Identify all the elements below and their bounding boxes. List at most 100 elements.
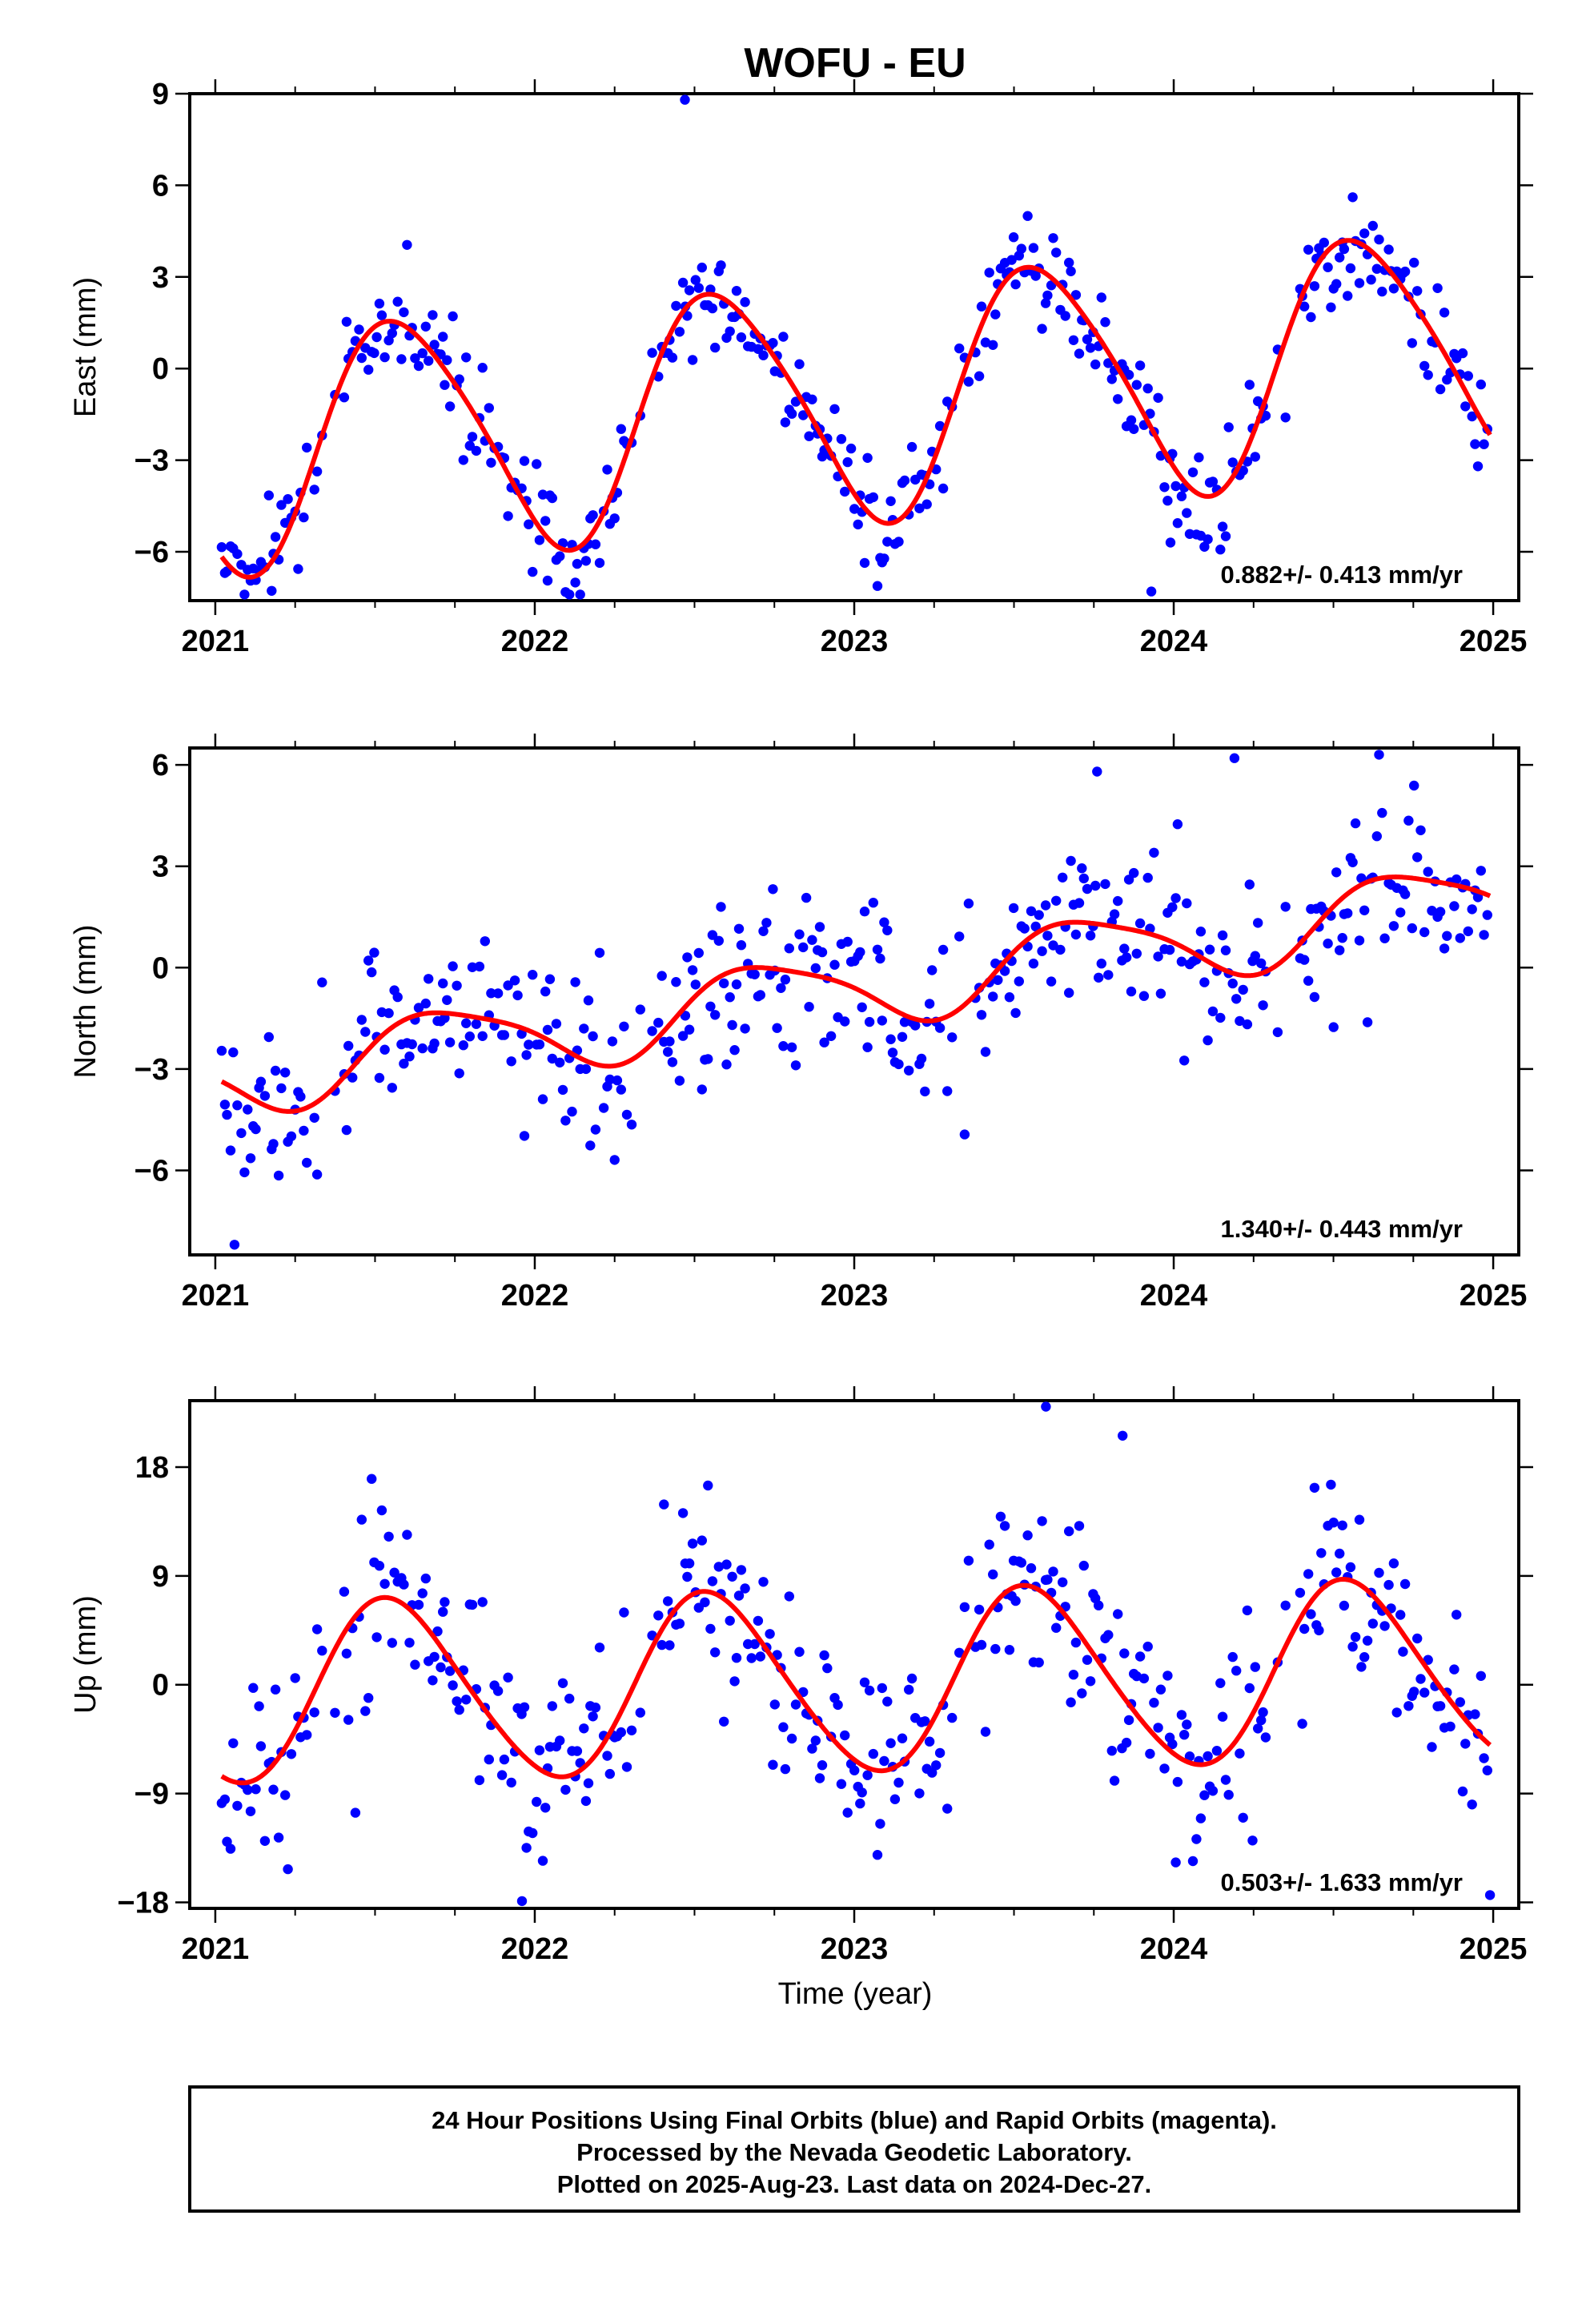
data-point xyxy=(619,1607,629,1618)
data-point xyxy=(1412,1633,1423,1644)
data-point xyxy=(761,918,772,928)
data-point xyxy=(988,340,998,350)
data-point xyxy=(1244,879,1255,890)
data-point xyxy=(1335,1548,1345,1559)
data-point xyxy=(1409,1687,1419,1697)
data-point xyxy=(857,1002,867,1013)
data-point xyxy=(503,980,513,991)
data-point xyxy=(1238,984,1248,995)
data-point xyxy=(528,1827,538,1839)
data-point xyxy=(1058,872,1068,883)
data-point xyxy=(1028,959,1039,969)
data-point xyxy=(1153,392,1163,403)
data-point xyxy=(959,1129,970,1140)
data-point xyxy=(1323,262,1333,272)
north-panel: 2021 2022 2023 2024 2025 −6 −3 0 3 6 North (mm) 1.3… xyxy=(69,734,1533,1313)
data-point xyxy=(575,589,585,600)
data-point xyxy=(1016,1558,1027,1568)
data-point xyxy=(976,1639,987,1651)
data-point xyxy=(963,899,974,909)
data-point xyxy=(842,456,853,468)
data-point xyxy=(1074,1521,1085,1531)
data-point xyxy=(387,1083,397,1093)
data-point xyxy=(1064,987,1074,998)
data-point xyxy=(1445,1721,1456,1732)
data-point xyxy=(1138,991,1150,1001)
data-point xyxy=(868,1748,879,1759)
data-point xyxy=(1215,1678,1226,1688)
data-point xyxy=(1119,943,1130,954)
data-point xyxy=(367,967,377,978)
data-point xyxy=(1388,1558,1399,1569)
data-point xyxy=(1170,1857,1181,1868)
data-point xyxy=(232,549,243,559)
data-point xyxy=(1078,1560,1090,1571)
y-axis-label: East (mm) xyxy=(69,277,102,417)
data-point xyxy=(1309,991,1320,1003)
data-point xyxy=(677,1031,689,1041)
x-tick-label: 2022 xyxy=(501,625,569,658)
data-point xyxy=(458,1040,468,1051)
data-point xyxy=(733,1590,745,1601)
data-point xyxy=(758,1577,769,1587)
data-point xyxy=(521,1050,532,1060)
data-point xyxy=(1170,480,1181,492)
x-tick-label: 2023 xyxy=(821,1932,889,1966)
data-point xyxy=(697,1084,707,1095)
data-point xyxy=(963,1555,974,1566)
data-point xyxy=(653,1610,664,1621)
data-point xyxy=(360,1027,371,1037)
data-point xyxy=(311,1624,323,1634)
data-point xyxy=(674,327,685,337)
data-point xyxy=(1383,244,1394,255)
data-point xyxy=(276,1083,287,1094)
data-point xyxy=(404,1051,415,1062)
data-point xyxy=(602,464,612,475)
data-point xyxy=(947,1032,958,1043)
data-point xyxy=(1339,243,1350,255)
data-point xyxy=(1470,439,1480,449)
data-point xyxy=(1103,1630,1114,1640)
data-point xyxy=(1242,1605,1253,1616)
data-point xyxy=(647,348,657,358)
data-point xyxy=(934,1023,946,1033)
data-point xyxy=(875,953,885,964)
data-point xyxy=(389,1567,400,1578)
data-point xyxy=(814,1773,825,1783)
data-point xyxy=(1194,452,1204,463)
data-point xyxy=(467,1599,478,1610)
data-point xyxy=(687,1538,698,1549)
data-point xyxy=(1220,531,1231,541)
data-point xyxy=(682,952,693,963)
data-point xyxy=(942,1086,953,1096)
data-point xyxy=(1162,496,1173,506)
data-point xyxy=(1253,918,1263,928)
data-point xyxy=(1042,290,1053,301)
data-point xyxy=(719,978,729,989)
data-point xyxy=(1203,534,1213,545)
data-point xyxy=(454,1704,464,1715)
data-point xyxy=(882,537,893,547)
data-point xyxy=(557,1084,568,1096)
data-point xyxy=(1467,411,1477,422)
x-tick-label: 2024 xyxy=(1140,1932,1208,1966)
data-point xyxy=(790,1060,801,1071)
data-point xyxy=(547,493,557,504)
data-point xyxy=(743,1638,753,1650)
data-point xyxy=(330,1707,340,1718)
data-point xyxy=(560,1116,571,1126)
data-point xyxy=(286,1749,297,1759)
data-point xyxy=(780,1763,791,1775)
data-point xyxy=(829,959,840,970)
data-point xyxy=(1335,252,1345,263)
data-point xyxy=(786,408,797,419)
data-point xyxy=(1199,1790,1210,1800)
data-point xyxy=(859,907,870,917)
data-point xyxy=(540,516,551,526)
data-point xyxy=(687,355,698,365)
data-point xyxy=(547,1053,557,1064)
plot-frame xyxy=(188,746,1520,1256)
data-point xyxy=(885,1738,896,1748)
data-point xyxy=(1090,359,1101,370)
data-point xyxy=(682,1571,693,1582)
